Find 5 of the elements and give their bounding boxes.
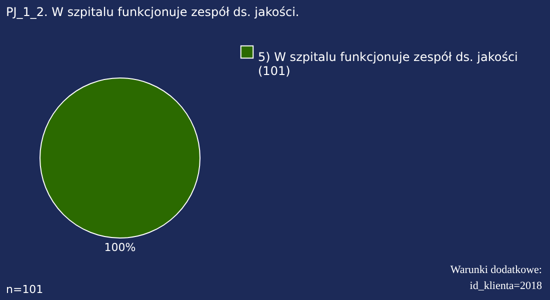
text: n=101 bbox=[6, 283, 44, 296]
data-label: 100% bbox=[104, 241, 136, 254]
text: Warunki dodatkowe: id_klienta=2018 bbox=[450, 264, 542, 292]
chart-title: PJ_1_2. W szpitalu funkcjonuje zespół ds. jakości. bbox=[6, 5, 300, 19]
legend-label: 5) W szpitalu funkcjonuje zespół ds. jakości (101) bbox=[258, 50, 518, 78]
